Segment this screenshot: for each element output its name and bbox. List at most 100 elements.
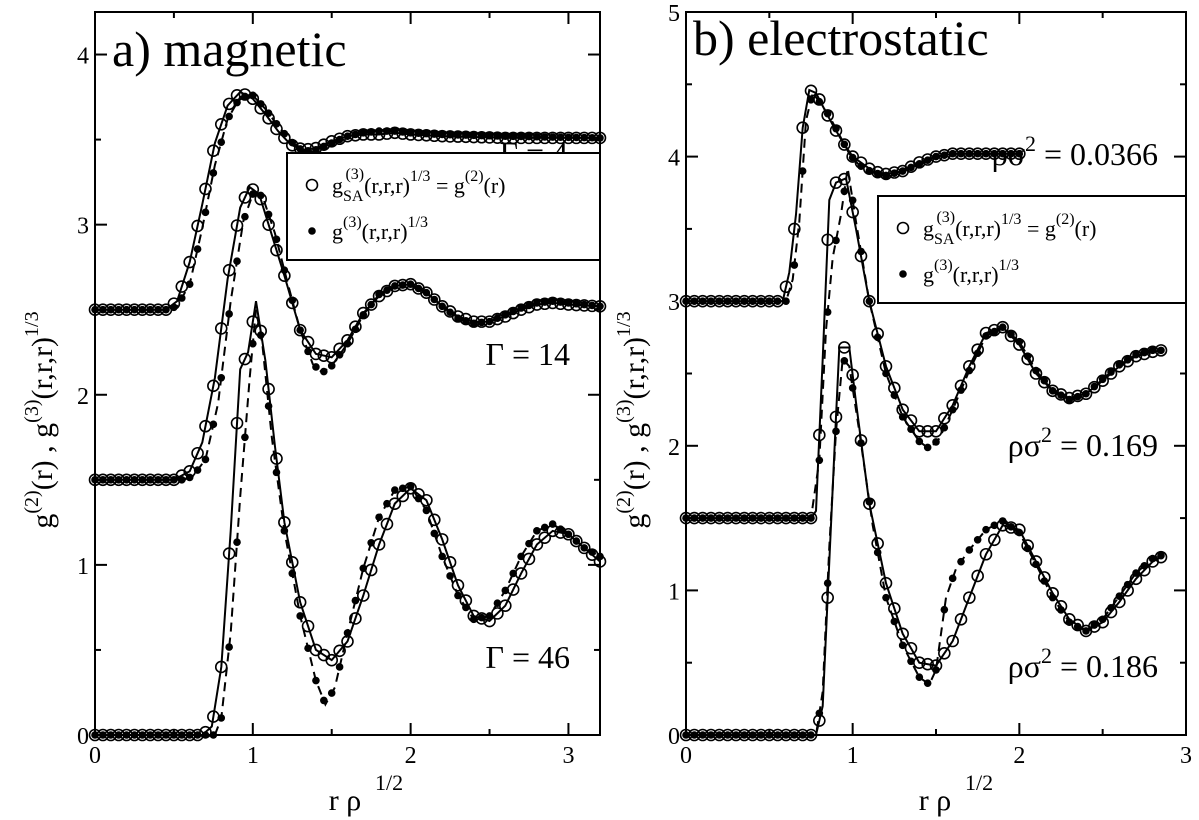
filled-dot-point <box>256 191 265 200</box>
filled-dot-point <box>698 297 707 306</box>
filled-dot-point <box>367 300 375 309</box>
filled-dot-point <box>343 339 352 348</box>
filled-dot-point <box>807 514 815 522</box>
filled-dot-point <box>965 366 974 375</box>
open-circle-point <box>285 556 299 569</box>
open-circle-point <box>1079 387 1093 401</box>
open-circle-point <box>325 653 339 667</box>
filled-dot-point <box>406 482 415 491</box>
filled-dot-point <box>225 112 233 121</box>
filled-dot-point <box>907 657 915 666</box>
legend-entry-label: gSA(3)(r,r,r)1/3 = g(2)(r) <box>923 209 1097 248</box>
filled-dot-point <box>1023 352 1032 360</box>
filled-dot-point <box>225 643 233 651</box>
filled-dot-point <box>907 425 915 433</box>
y-tick-label: 1 <box>77 554 89 580</box>
x-tick-label: 0 <box>89 743 101 769</box>
filled-dot-point <box>715 514 724 522</box>
filled-dot-point <box>170 303 178 312</box>
filled-dot-point <box>832 236 840 245</box>
open-circle-point <box>821 591 834 604</box>
filled-dot-point <box>957 149 965 158</box>
filled-dot-point <box>209 169 218 177</box>
filled-dot-point <box>773 297 782 306</box>
open-circle-point <box>214 660 228 674</box>
dashed-curve <box>686 168 1161 520</box>
filled-dot-point <box>1065 618 1074 627</box>
filled-dot-point <box>335 350 344 359</box>
y-tick-label: 2 <box>668 435 680 461</box>
filled-dot-point <box>1107 368 1115 376</box>
filled-dot-point <box>296 326 304 334</box>
filled-dot-point <box>1073 392 1082 401</box>
filled-dot-point <box>957 557 965 566</box>
open-circle-point <box>921 657 934 671</box>
open-circle-point <box>1154 344 1168 357</box>
filled-dot-point <box>280 129 289 138</box>
open-circle-point <box>388 497 402 510</box>
filled-dot-point <box>1032 560 1040 569</box>
filled-dot-point <box>932 666 940 674</box>
open-circle-point <box>301 619 315 633</box>
x-tick-label: 3 <box>562 743 574 769</box>
open-circle-point <box>356 589 370 602</box>
open-circle-point <box>270 243 283 257</box>
open-circle-point <box>593 131 607 145</box>
open-circle-point <box>846 205 859 219</box>
filled-dot-point <box>765 514 774 522</box>
open-circle-point <box>896 627 909 641</box>
filled-dot-point <box>1090 382 1099 391</box>
open-circle-point <box>1088 380 1101 394</box>
filled-dot-point <box>454 591 462 600</box>
panel-b-label: b) electrostatic <box>693 10 989 66</box>
filled-dot-point <box>430 529 439 538</box>
open-circle-point <box>183 255 196 269</box>
filled-dot-point <box>740 514 749 522</box>
y-tick-label: 4 <box>668 146 680 172</box>
filled-dot-point <box>832 427 840 436</box>
filled-dot-point <box>1032 366 1040 375</box>
filled-dot-point <box>715 297 724 306</box>
filled-dot-point <box>1040 577 1049 585</box>
filled-dot-point <box>798 514 807 522</box>
filled-dot-point <box>890 169 899 178</box>
open-circle-point <box>938 412 951 425</box>
filled-dot-point <box>320 142 328 151</box>
filled-dot-point <box>1157 551 1165 560</box>
panel-b-y-axis-label: g(2)(r) , g(3)(r,r,r)1/3 <box>613 311 651 528</box>
filled-dot-point <box>707 731 715 739</box>
open-circle-point <box>1096 374 1109 388</box>
filled-dot-point <box>1015 337 1024 346</box>
filled-dot-point <box>201 455 210 464</box>
filled-dot-point <box>782 731 790 739</box>
panel-b-x-axis-label: r ρ <box>919 784 951 817</box>
filled-dot-point <box>823 579 832 587</box>
open-circle-point <box>996 320 1009 334</box>
filled-dot-point <box>272 468 281 477</box>
filled-dot-point <box>327 139 336 147</box>
panel-a-x-axis-label-superscript: 1/2 <box>375 770 403 795</box>
filled-dot-point <box>915 160 924 168</box>
filled-dot-point <box>162 305 170 314</box>
open-circle-point <box>483 315 496 328</box>
filled-dot-point <box>225 310 233 318</box>
filled-dot-point <box>923 679 932 687</box>
open-circle-point <box>427 513 441 527</box>
filled-dot-point <box>1048 387 1057 395</box>
filled-dot-point <box>288 569 297 578</box>
filled-dot-point <box>940 423 949 432</box>
filled-dot-point <box>264 402 273 410</box>
open-circle-point <box>207 379 220 393</box>
filled-dot-point <box>335 663 344 671</box>
filled-dot-point <box>233 98 241 107</box>
filled-dot-point <box>256 100 265 108</box>
filled-dot-point <box>940 605 949 614</box>
filled-dot-point <box>765 297 774 306</box>
open-circle-point <box>1013 147 1026 161</box>
filled-dot-point <box>857 162 865 170</box>
filled-dot-point <box>998 323 1007 332</box>
open-circle-point <box>1154 550 1168 564</box>
filled-dot-point <box>748 514 757 522</box>
filled-dot-point <box>832 124 840 133</box>
